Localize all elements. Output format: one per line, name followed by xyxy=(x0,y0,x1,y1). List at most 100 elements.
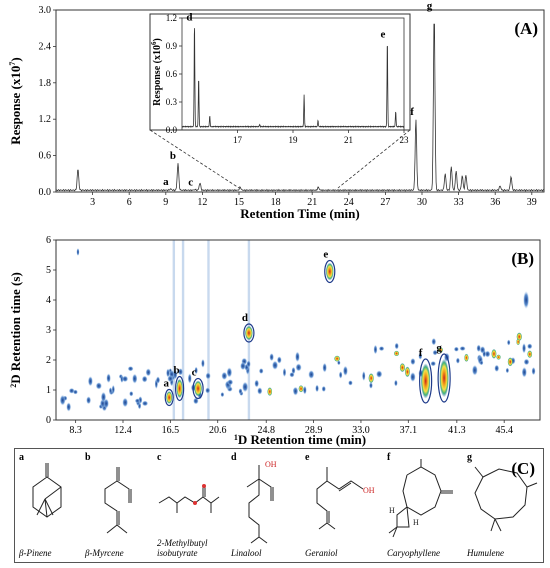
panel-b-spot xyxy=(431,337,437,346)
panel-b-spot xyxy=(95,382,102,390)
panel-b-spot xyxy=(308,370,315,379)
panel-b-spot xyxy=(132,373,138,384)
panel-b-spot xyxy=(238,388,243,395)
inset-xtick-label: 19 xyxy=(289,135,299,145)
beta-pinene-structure-icon xyxy=(32,463,62,518)
inset-frame xyxy=(149,13,411,131)
spot-d xyxy=(244,325,253,341)
panel-b-spot xyxy=(258,368,264,374)
panel-b-spot xyxy=(72,389,78,395)
spot-ring-a xyxy=(164,388,174,407)
panel-b-spot xyxy=(276,356,282,364)
beta-myrcene-structure-icon xyxy=(104,467,132,534)
panel-a-peak-label-g: g xyxy=(427,0,433,12)
panel-b-spot xyxy=(476,344,481,353)
panel-b-spot xyxy=(479,346,486,354)
panel-b-xtick-label: 12.4 xyxy=(114,425,132,436)
panel-b-spot xyxy=(257,387,263,395)
compound-f-letter: f xyxy=(387,452,391,463)
panel-a-xtick-label: 15 xyxy=(234,197,244,208)
panel-b-ytick-label: 3 xyxy=(46,325,51,336)
compound-c-name: 2-Methylbutyl isobutyrate xyxy=(157,538,208,558)
panel-a-xtick-label: 21 xyxy=(307,197,317,208)
panel-b-spot xyxy=(121,375,129,383)
zoom-guide-right xyxy=(337,129,411,189)
inset-y-ticks: 0.0 0.3 0.6 0.9 1.2 xyxy=(166,13,182,135)
panel-b-spot xyxy=(201,358,205,368)
panel-b-spot xyxy=(220,391,225,398)
panel-b-xlabel: 1D Retention time (min) xyxy=(234,432,366,447)
panel-b-spot xyxy=(334,355,341,362)
panel-b-spot xyxy=(127,366,134,372)
panel-b-gcxgc-plot: 0 1 2 3 4 5 6 8.3 12.4 16.5 20.6 24.8 28.9 33.0 37.1 4… xyxy=(8,235,541,447)
linalool-structure-icon: OH xyxy=(246,460,277,544)
inset-xtick-label: 23 xyxy=(400,135,410,145)
compound-f-name: Caryophyllene xyxy=(387,548,440,558)
panel-b-spot xyxy=(491,348,497,359)
panel-a-xtick-label: 12 xyxy=(197,197,207,208)
panel-b-spot xyxy=(527,350,533,359)
compound-d-name: Linalool xyxy=(231,548,262,558)
panel-b-spot xyxy=(205,387,211,394)
panel-b-spot xyxy=(59,394,66,406)
panel-b-ytick-label: 1 xyxy=(46,385,51,396)
panel-b-spot xyxy=(282,367,287,377)
spot-f xyxy=(420,363,431,399)
panel-b-spot xyxy=(172,369,178,380)
panel-b-spot xyxy=(271,360,279,370)
panel-b-spot xyxy=(155,376,161,384)
panel-b-x-ticks: 8.3 12.4 16.5 20.6 24.8 28.9 33.0 37.1 41.3 45.4 xyxy=(69,420,513,436)
inset-chromatogram: 0.00.30.60.91.2 17 19 21 23 de Response (x1… xyxy=(149,12,411,145)
panel-b-spot xyxy=(295,351,300,363)
panel-b-spot xyxy=(302,385,307,395)
spot-label-d: d xyxy=(242,312,248,324)
panel-b-spot xyxy=(338,371,343,379)
humulene-structure-icon xyxy=(474,466,538,532)
panel-b-xtick-label: 20.6 xyxy=(209,425,227,436)
panel-b-spot xyxy=(494,364,500,372)
panel-b-spot xyxy=(523,358,530,366)
panel-b-spot xyxy=(246,360,251,368)
spot-label-c: c xyxy=(192,367,197,379)
panel-c-label: (C) xyxy=(511,459,535,478)
spot-label-f: f xyxy=(419,347,423,359)
panel-a-xtick-label: 24 xyxy=(344,197,354,208)
panel-b-spot xyxy=(315,384,319,393)
spot-c xyxy=(194,380,203,397)
caryophyllene-h-label-2: H xyxy=(413,518,419,527)
panel-b-spot xyxy=(254,379,260,388)
panel-b-spots xyxy=(59,248,536,412)
panel-a-xtick-label: 18 xyxy=(271,197,281,208)
geraniol-oh-label: OH xyxy=(363,486,375,495)
panel-a-frame xyxy=(55,9,545,193)
panel-b-spot xyxy=(471,364,478,376)
panel-b-spot xyxy=(394,379,398,387)
panel-b-spot xyxy=(464,353,469,362)
panel-b-spot xyxy=(506,339,511,346)
panel-a-peak-label-f: f xyxy=(410,106,414,118)
panel-b-spot xyxy=(484,350,491,358)
compound-g-letter: g xyxy=(467,452,472,463)
panel-b-xtick-label: 28.9 xyxy=(305,425,323,436)
spot-label-a: a xyxy=(163,378,169,390)
panel-b-spot xyxy=(432,349,438,356)
panel-a-ytick-label: 1.2 xyxy=(39,114,52,125)
panel-b-spot xyxy=(295,363,302,372)
panel-a-xtick-label: 36 xyxy=(490,197,500,208)
panel-b-spot xyxy=(193,397,199,405)
panel-b-spot xyxy=(205,372,211,380)
panel-b-spot xyxy=(373,344,378,355)
panel-b-spot xyxy=(321,385,326,392)
panel-b-spot xyxy=(455,357,460,364)
panel-b-spot xyxy=(516,338,521,346)
panel-b-ylabel: 2D Retention time (s) xyxy=(8,272,23,388)
panel-b-spot xyxy=(394,342,399,350)
inset-xtick-label: 21 xyxy=(344,135,353,145)
panel-b-spot xyxy=(437,347,444,353)
inset-xtick-label: 17 xyxy=(233,135,243,145)
panel-b-spot xyxy=(221,371,228,380)
inset-ytick-label: 1.2 xyxy=(166,13,177,23)
panel-b-spot xyxy=(453,346,459,352)
panel-b-xtick-label: 41.3 xyxy=(448,425,466,436)
panel-a-peak-labels: a b c f g xyxy=(163,0,433,189)
